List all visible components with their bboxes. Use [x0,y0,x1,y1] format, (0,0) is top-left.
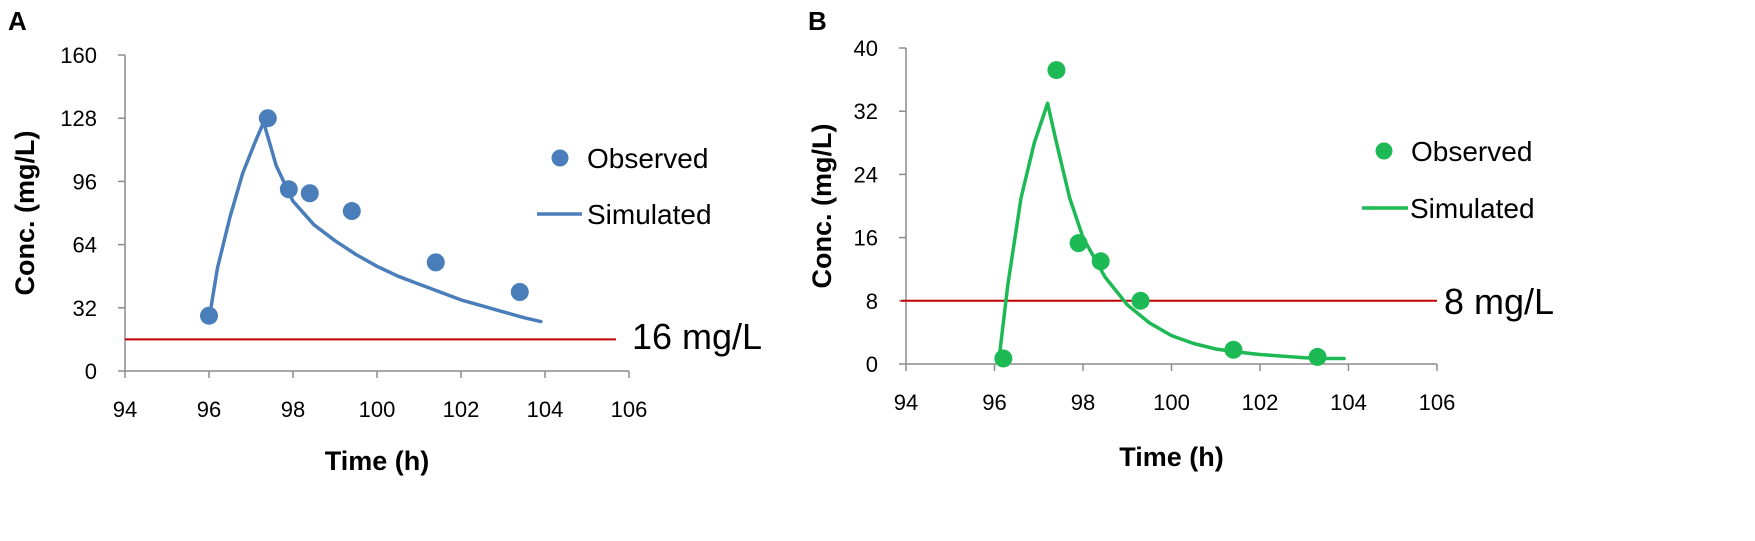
x-tick-label: 94 [113,397,137,422]
y-tick-label: 96 [73,169,97,194]
y-tick-label: 128 [60,106,97,131]
legend-simulated-label: Simulated [587,199,712,230]
chart-panel-a: A 0 32 64 96 128 160 94 96 98 100 102 104 106 Time (h)… [8,6,762,476]
x-tick-label: 98 [281,397,305,422]
observed-point [1069,234,1088,253]
simulated-series-line [997,101,1346,362]
legend-observed-marker [1375,142,1393,160]
y-tick-label: 64 [73,233,97,258]
observed-point [300,184,319,203]
legend-observed-label: Observed [587,143,708,174]
y-tick-label: 160 [60,43,97,68]
simulated-series-line [207,120,543,324]
x-tick-label: 104 [527,397,564,422]
observed-point [1047,61,1066,80]
y-tick-label: 24 [854,162,878,187]
x-axis-title: Time (h) [1119,442,1224,472]
x-axis-title: Time (h) [325,446,430,476]
observed-point [994,349,1013,368]
y-tick-label: 32 [854,99,878,124]
observed-point [426,253,445,272]
y-tick-label: 40 [854,36,878,61]
x-tick-label: 102 [443,397,480,422]
x-tick-label: 96 [197,397,221,422]
observed-point [1131,291,1150,310]
y-tick-label: 16 [854,226,878,251]
threshold-label: 8 mg/L [1444,281,1554,322]
panel-label: B [808,6,827,36]
x-tick-label: 104 [1330,390,1367,415]
panel-label: A [8,6,27,36]
y-tick-label: 0 [85,359,97,384]
legend-observed-marker [551,149,569,167]
legend-observed-label: Observed [1411,136,1532,167]
observed-point [510,283,529,301]
observed-point [1308,347,1327,366]
y-tick-label: 0 [866,352,878,377]
x-tick-label: 102 [1242,390,1279,415]
x-tick-label: 96 [982,390,1006,415]
x-tick-label: 94 [894,390,918,415]
observed-point [1091,252,1110,271]
y-axis-title: Conc. (mg/L) [807,124,837,289]
observed-point [258,109,277,128]
y-tick-label: 8 [866,289,878,314]
observed-point [1224,340,1243,359]
observed-point [200,306,218,325]
observed-point [279,180,298,199]
legend-simulated-label: Simulated [1410,193,1535,224]
y-axis-title: Conc. (mg/L) [10,131,40,296]
chart-panel-b: B 0 8 16 24 32 40 94 96 98 100 102 104 106 Time (h) Con… [807,6,1554,472]
x-tick-label: 106 [1419,390,1456,415]
x-tick-label: 100 [359,397,396,422]
x-tick-label: 106 [611,397,648,422]
x-tick-label: 100 [1153,390,1190,415]
x-tick-label: 98 [1071,390,1095,415]
threshold-label: 16 mg/L [632,316,762,357]
y-tick-label: 32 [73,296,97,321]
observed-point [342,202,361,221]
